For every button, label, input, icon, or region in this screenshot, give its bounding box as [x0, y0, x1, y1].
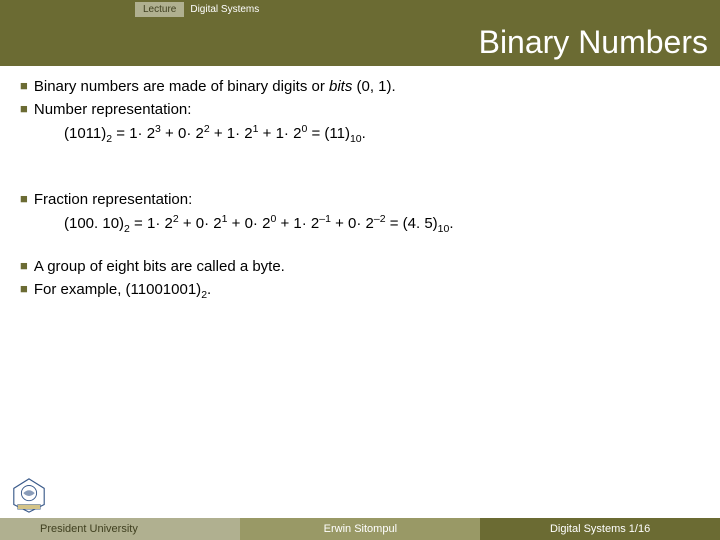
bullet-icon: ■	[20, 256, 28, 276]
university-logo-icon	[10, 476, 48, 514]
bullet-4: ■ A group of eight bits are called a byt…	[20, 256, 700, 277]
text: (0, 1).	[352, 78, 395, 95]
title-bar: Binary Numbers	[0, 18, 720, 66]
bullet-icon: ■	[20, 99, 28, 119]
text: A group of eight bits are called a byte.	[34, 256, 285, 277]
footer-author: Erwin Sitompul	[240, 518, 480, 540]
footer-page: Digital Systems 1/16	[480, 518, 720, 540]
bullet-1: ■ Binary numbers are made of binary digi…	[20, 76, 700, 97]
course-label: Digital Systems	[190, 4, 259, 15]
equation-1: (1011)2 = 1· 23 + 0· 22 + 1· 21 + 1· 20 …	[64, 122, 700, 147]
footer: President University Erwin Sitompul Digi…	[0, 518, 720, 540]
text: Number representation:	[34, 99, 192, 120]
bullet-icon: ■	[20, 189, 28, 209]
footer-university: President University	[0, 518, 240, 540]
bullet-3: ■ Fraction representation:	[20, 189, 700, 210]
bullet-icon: ■	[20, 76, 28, 96]
bullet-5: ■ For example, (11001001)2.	[20, 279, 700, 303]
text: Fraction representation:	[34, 189, 192, 210]
text: For example, (11001001)	[34, 281, 201, 298]
slide-title: Binary Numbers	[479, 24, 708, 61]
bullet-icon: ■	[20, 279, 28, 299]
equation-2: (100. 10)2 = 1· 22 + 0· 21 + 0· 20 + 1· …	[64, 212, 700, 237]
text: Binary numbers are made of binary digits…	[34, 78, 329, 95]
italic-text: bits	[329, 78, 352, 95]
lecture-tab: Lecture	[135, 2, 184, 17]
bullet-2: ■ Number representation:	[20, 99, 700, 120]
top-bar: Lecture Digital Systems	[0, 0, 720, 18]
slide-content: ■ Binary numbers are made of binary digi…	[0, 66, 720, 303]
